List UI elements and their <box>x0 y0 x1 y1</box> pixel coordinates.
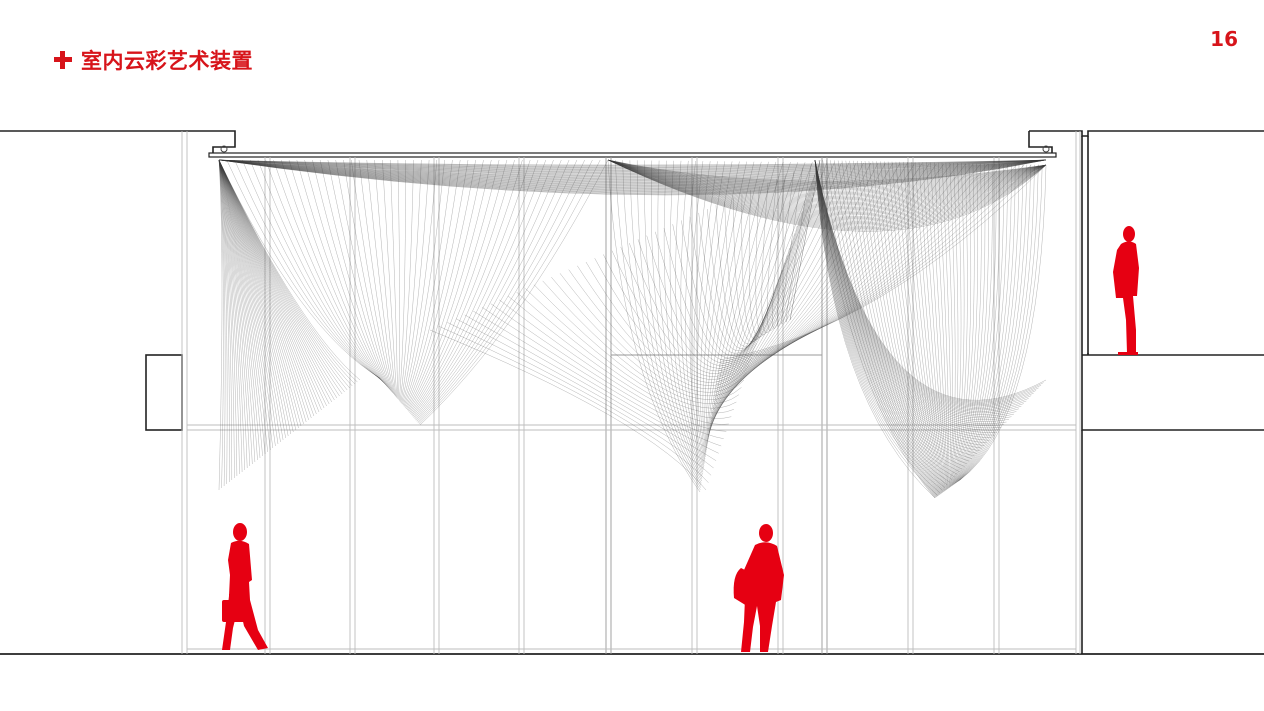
walking-man-bag-icon <box>733 524 784 652</box>
slide-header: 室内云彩艺术装置 <box>54 45 253 75</box>
mesh-strand-family <box>814 159 1047 499</box>
left-anchor-icon <box>220 145 228 153</box>
mezzanine-slab <box>1081 355 1264 431</box>
mesh-strand-family <box>218 159 361 491</box>
walking-man-briefcase-icon <box>222 523 268 650</box>
mesh-strand-family <box>218 159 609 426</box>
mesh-strand-family <box>218 159 1047 196</box>
right-roof-slab <box>1029 130 1264 137</box>
left-wall-box <box>145 354 183 431</box>
left-roof-slab <box>0 130 236 157</box>
cloud-string-mesh <box>218 159 1047 499</box>
mezzanine-floor <box>1082 353 1264 356</box>
human-figures <box>222 226 1139 652</box>
suspension-rail <box>208 145 1057 158</box>
page-title: 室内云彩艺术装置 <box>81 49 253 73</box>
page-number: 16 <box>1210 27 1238 51</box>
standing-man-icon <box>1113 226 1139 355</box>
right-anchor-icon <box>1042 145 1050 153</box>
right-column <box>1081 136 1089 355</box>
plus-icon <box>54 51 72 69</box>
mesh-strand-family <box>607 159 1047 232</box>
right-roof-edge <box>1028 131 1053 157</box>
